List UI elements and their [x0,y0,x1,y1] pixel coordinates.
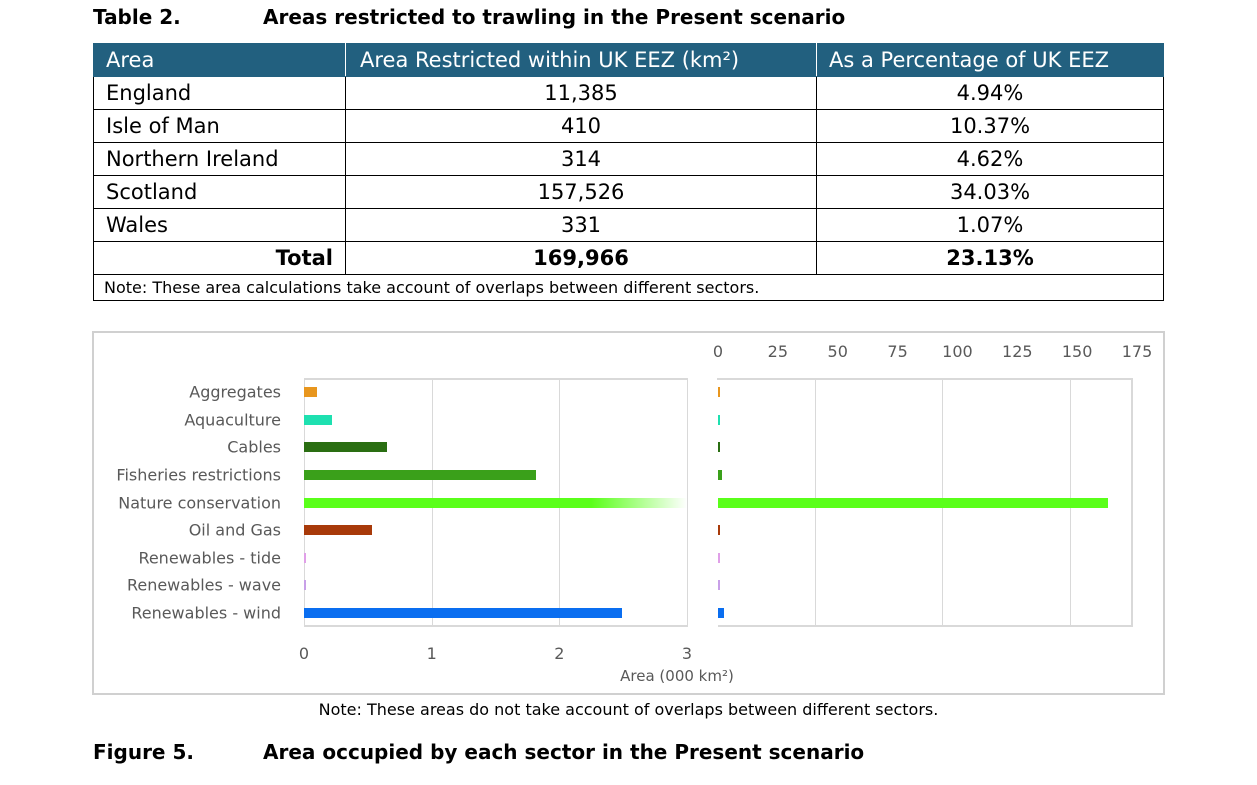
figure-note: Note: These areas do not take account of… [318,700,939,719]
bar-right [718,580,720,591]
area-restricted: 331 [345,208,817,242]
left-axis-tick: 2 [554,644,565,663]
right-axis-tick: 150 [1061,342,1093,361]
table-caption: Table 2. Areas restricted to trawling in … [93,3,1093,31]
percentage: 4.94% [816,76,1164,110]
total-label: Total [93,241,346,275]
area-restricted: 410 [345,109,817,143]
right-axis-tick: 125 [1002,342,1033,361]
area-name: England [93,76,346,110]
table-row: Scotland 157,526 34.03% [93,175,1164,209]
table-number: Table 2. [93,5,181,29]
restricted-areas-table: Area Area Restricted within UK EEZ (km²)… [93,43,1164,301]
area-name: Scotland [93,175,346,209]
left-axis-tick: 1 [426,644,437,663]
category-label: Nature conservation [118,493,281,512]
area-name: Isle of Man [93,109,346,143]
bar-left [304,552,306,563]
table-header-row: Area Area Restricted within UK EEZ (km²)… [93,43,1164,77]
right-axis-tick: 75 [887,342,908,361]
bar-right [718,442,720,453]
right-axis-tick: 50 [827,342,848,361]
header-area-restricted: Area Restricted within UK EEZ (km²) [345,43,817,77]
bar-left [304,525,372,536]
category-label: Fisheries restrictions [116,465,281,485]
figure-title: Area occupied by each sector in the Pres… [263,740,865,764]
category-label: Aggregates [189,382,281,402]
category-label: Aquaculture [184,410,281,430]
plot-top-border [304,378,1133,380]
bar-left [304,469,537,480]
bar-left [304,497,687,508]
axis-break-gap [688,377,717,630]
category-label: Renewables - tide [138,548,281,568]
left-axis-tick: 3 [681,644,693,663]
right-axis-tick: 25 [767,342,789,361]
percentage: 4.62% [816,142,1164,176]
percentage: 34.03% [816,175,1164,209]
category-label: Cables [227,437,281,457]
area-restricted: 11,385 [345,76,817,110]
area-restricted: 314 [345,142,817,176]
category-label: Renewables - wind [131,603,281,623]
bar-right [718,414,720,425]
left-axis-tick: 0 [298,644,310,663]
right-axis-tick: 175 [1121,342,1153,361]
percentage: 10.37% [816,109,1164,143]
table-note: Note: These area calculations take accou… [93,274,1164,301]
bar-right [718,469,723,480]
gridline [687,378,688,627]
bar-right [718,552,720,563]
bar-left [304,414,333,425]
bar-left [304,387,317,397]
right-axis-tick: 0 [712,342,724,361]
bar-left [304,442,387,453]
x-axis-label: Area (000 km²) [620,667,734,685]
header-percentage: As a Percentage of UK EEZ [816,43,1164,77]
bar-right [718,525,720,536]
bar-left [304,608,622,618]
total-percentage: 23.13% [816,241,1164,275]
percentage: 1.07% [816,208,1164,242]
category-label: Oil and Gas [188,520,281,540]
total-area: 169,966 [345,241,817,275]
area-name: Wales [93,208,346,242]
area-name: Northern Ireland [93,142,346,176]
table-row: Wales 331 1.07% [93,208,1164,242]
area-restricted: 157,526 [345,175,817,209]
bar-left [304,580,306,591]
table-row: Isle of Man 410 10.37% [93,109,1164,143]
category-label: Renewables - wave [126,575,281,595]
sector-area-chart: 0 1 2 3 0 25 50 75 100 125 150 175 Area (000 km²) Agg… [92,331,1165,695]
table-row: England 11,385 4.94% [93,76,1164,110]
bar-right [718,497,1109,508]
table-row: Northern Ireland 314 4.62% [93,142,1164,176]
table-note-row: Note: These area calculations take accou… [93,274,1164,301]
bar-right [718,608,724,618]
header-area: Area [93,43,346,77]
figure-number: Figure 5. [93,740,194,764]
table-title: Areas restricted to trawling in the Pres… [263,5,846,29]
table-total-row: Total 169,966 23.13% [93,241,1164,275]
right-axis-tick: 100 [942,342,973,361]
bar-right [718,387,720,397]
figure-caption: Figure 5. Area occupied by each sector in… [93,738,1093,766]
